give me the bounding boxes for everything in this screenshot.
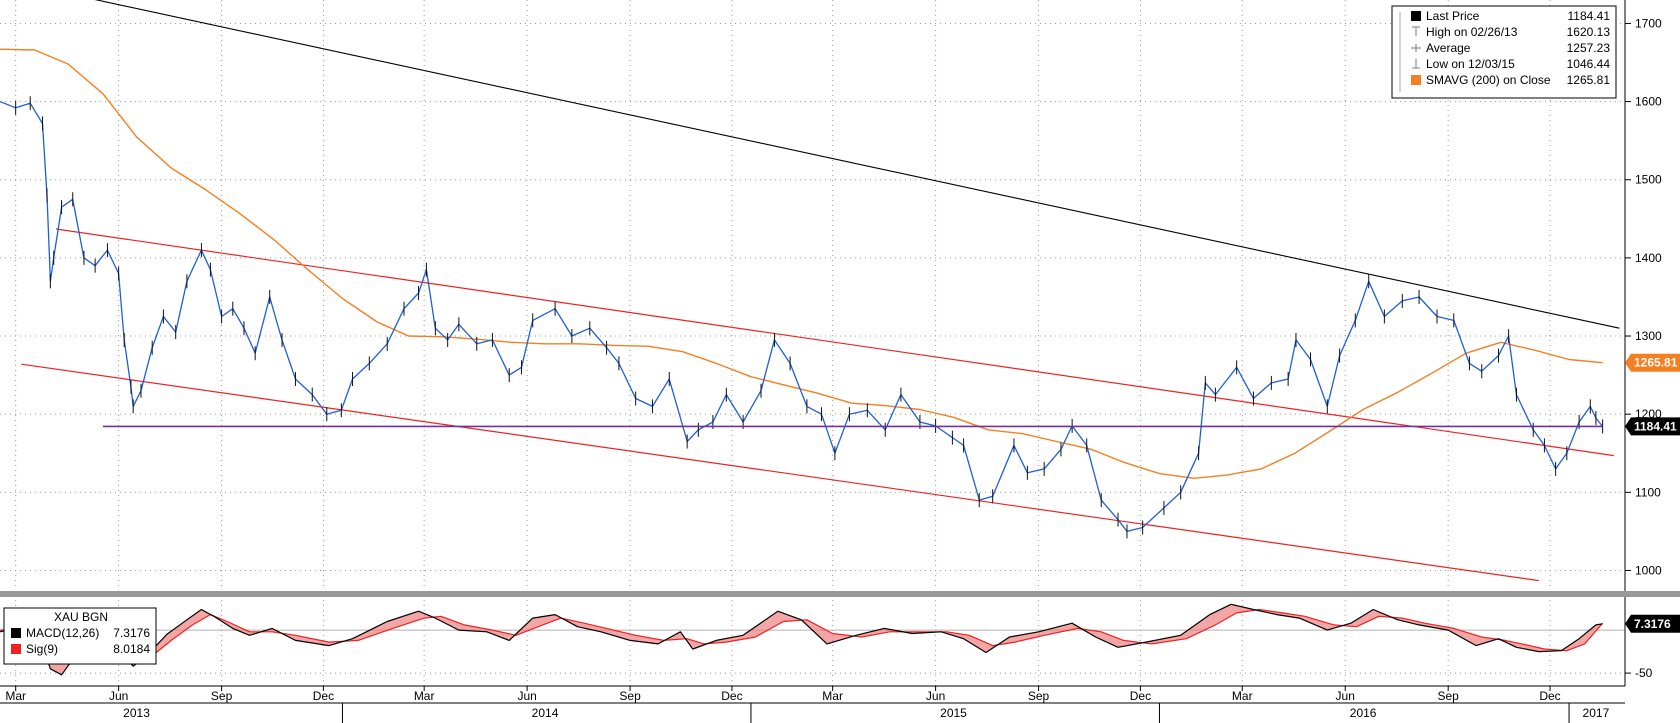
legend-label: High on 02/26/13	[1426, 25, 1518, 39]
x-year-label: 2013	[123, 706, 150, 720]
macd-panel	[0, 603, 1604, 676]
last-price-value-tag-text: 1184.41	[1634, 419, 1677, 433]
macd-legend-swatch	[11, 628, 21, 638]
x-month-label: Sep	[1028, 689, 1050, 703]
x-month-label: Sep	[211, 689, 233, 703]
y-tick-label: 1600	[1635, 95, 1662, 109]
macd-legend-value: 8.0184	[113, 642, 150, 656]
price-legend-box	[1391, 5, 1617, 99]
x-month-label: Mar	[1232, 689, 1253, 703]
last-price-line	[0, 100, 1604, 533]
smavg-value-tag-shape	[1625, 353, 1680, 372]
legend-label: Low on 12/03/15	[1426, 57, 1515, 71]
price-panel	[0, 0, 1620, 582]
x-month-label: Dec	[1130, 689, 1151, 703]
x-month-label: Mar	[822, 689, 843, 703]
smavg-value-tag: 1265.81	[1625, 353, 1680, 372]
smavg-200-line	[0, 48, 1603, 479]
x-year-label: 2016	[1350, 706, 1377, 720]
last-price-value-tag-shape	[1625, 417, 1680, 436]
legend-value: 1046.44	[1567, 57, 1611, 71]
price-legend: Last Price 1184.41 High on 02/26/13 1620.13…	[1391, 5, 1617, 99]
y-tick-label: 1100	[1635, 485, 1661, 499]
macd-panel-title: XAU BGN	[54, 610, 108, 624]
x-year-label: 2017	[1583, 706, 1610, 720]
low-marker-icon	[1412, 59, 1420, 69]
x-month-label: Jun	[517, 689, 536, 703]
x-month-label: Dec	[313, 689, 334, 703]
channel-lower-line	[21, 363, 1539, 582]
x-month-label: Sep	[619, 689, 641, 703]
high-marker-icon	[1412, 26, 1420, 36]
legend-label: Average	[1426, 41, 1471, 55]
x-month-label: Jun	[109, 689, 128, 703]
legend-value: 1257.23	[1567, 41, 1611, 55]
macd-legend-swatch	[11, 644, 21, 654]
y-tick-label: 1400	[1635, 251, 1662, 265]
gridlines	[0, 0, 1625, 686]
x-month-label: Mar	[5, 689, 26, 703]
legend-label: Last Price	[1426, 9, 1480, 23]
last-price-value-tag: 1184.41	[1625, 417, 1680, 436]
macd-line	[0, 603, 1603, 676]
legend-swatch	[1411, 75, 1421, 85]
y-tick-label: 1000	[1635, 563, 1662, 577]
legend-label: SMAVG (200) on Close	[1426, 73, 1551, 87]
macd-legend: XAU BGN MACD(12,26) 7.3176 Sig(9) 8.0184	[3, 607, 157, 665]
x-month-label: Jun	[1336, 689, 1355, 703]
smavg-value-tag-text: 1265.81	[1634, 356, 1678, 370]
y-tick-label: 1300	[1635, 329, 1662, 343]
x-month-label: Dec	[1539, 689, 1560, 703]
macd-legend-box	[3, 607, 157, 665]
x-month-label: Jun	[926, 689, 945, 703]
x-year-label: 2015	[940, 706, 967, 720]
y-tick-label: 1700	[1635, 16, 1662, 30]
panel-divider	[0, 591, 1680, 597]
macd-legend-label: Sig(9)	[26, 642, 58, 656]
x-month-label: Sep	[1437, 689, 1459, 703]
macd-value-tag: 7.3176	[1625, 614, 1680, 633]
macd-histogram-fill	[0, 604, 1603, 675]
legend-swatch	[1411, 11, 1421, 21]
x-month-label: Dec	[721, 689, 742, 703]
long-term-trend-line	[94, 0, 1620, 329]
legends: Last Price 1184.41 High on 02/26/13 1620.13…	[3, 5, 1617, 665]
macd-value-tag-shape	[1625, 614, 1680, 633]
macd-legend-value: 7.3176	[113, 626, 150, 640]
x-year-label: 2014	[532, 706, 559, 720]
legend-value: 1265.81	[1567, 73, 1611, 87]
legend-value: 1184.41	[1568, 9, 1611, 23]
y-tick-label: 1500	[1635, 173, 1662, 187]
channel-upper-line	[55, 228, 1614, 457]
macd-value-tag-text: 7.3176	[1634, 617, 1671, 631]
macd-y-tick-label: -50	[1635, 666, 1653, 680]
x-month-label: Mar	[414, 689, 435, 703]
average-marker-icon	[1411, 44, 1421, 52]
legend-value: 1620.13	[1567, 25, 1611, 39]
macd-legend-label: MACD(12,26)	[26, 626, 99, 640]
